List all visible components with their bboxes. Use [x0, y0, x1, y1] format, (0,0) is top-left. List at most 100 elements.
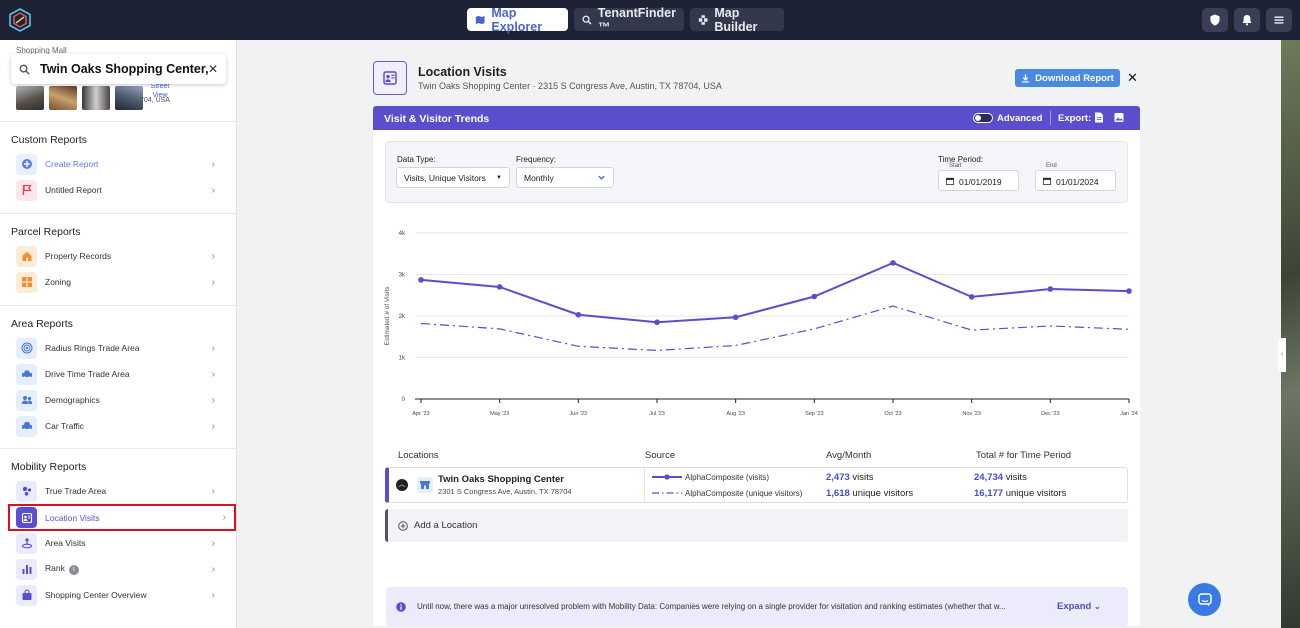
- close-icon[interactable]: ✕: [1127, 70, 1138, 85]
- chevron-right-icon: ›: [211, 537, 215, 549]
- chevron-right-icon: ›: [211, 184, 215, 196]
- advanced-toggle[interactable]: [973, 113, 993, 123]
- shield-button[interactable]: [1202, 8, 1228, 32]
- sidebar-item-car-traffic[interactable]: Car Traffic ›: [11, 415, 223, 437]
- sidebar-item-demographics[interactable]: Demographics ›: [11, 389, 223, 411]
- sidebar-item-label: Untitled Report: [45, 185, 102, 195]
- avg-visits: 2,473 visits: [826, 472, 874, 483]
- frequency-select[interactable]: Monthly: [516, 167, 614, 188]
- info-badge[interactable]: i: [68, 565, 79, 575]
- visits-data-point: [811, 293, 818, 300]
- sidebar-item-untitled-report[interactable]: Untitled Report ›: [11, 179, 223, 201]
- solid-line-legend: [652, 474, 682, 480]
- avg-unique: 1,618 unique visitors: [826, 488, 913, 499]
- search-icon: [582, 15, 592, 25]
- location-row: ︿ Twin Oaks Shopping Center 2301 S Congr…: [385, 467, 1128, 503]
- flag-icon: [16, 179, 37, 201]
- sidebar-item-label: Car Traffic: [45, 421, 85, 431]
- start-date-field[interactable]: Start 01/01/2019: [938, 163, 1019, 191]
- data-type-label: Data Type:: [397, 155, 436, 164]
- chevron-right-icon: ›: [211, 158, 215, 170]
- visits-data-point: [496, 284, 503, 290]
- add-location-label: Add a Location: [414, 520, 478, 531]
- chevron-down-icon: [598, 175, 605, 180]
- photo-thumbnail[interactable]: [16, 86, 44, 110]
- expand-button[interactable]: Expand ⌄: [1057, 601, 1101, 612]
- search-input[interactable]: Twin Oaks Shopping Center, S...: [40, 62, 208, 76]
- time-period-label: Time Period:: [938, 155, 984, 164]
- nav-tenantfinder[interactable]: TenantFinder ™: [574, 6, 684, 34]
- dashdot-line-legend: [652, 492, 682, 494]
- info-text: Until now, there was a major unresolved …: [417, 602, 1006, 611]
- y-tick-label: 4k: [399, 231, 406, 237]
- nav-map-explorer[interactable]: Map Explorer: [467, 6, 568, 34]
- avg-unique-unit: unique visitors: [852, 488, 914, 499]
- photo-thumbnail[interactable]: [82, 86, 110, 110]
- nav-map-builder[interactable]: Map Builder: [690, 6, 784, 34]
- page-subtitle: Twin Oaks Shopping Center · 2315 S Congr…: [418, 81, 722, 91]
- download-icon: [1022, 73, 1030, 83]
- street-view-label: Street: [150, 83, 170, 90]
- page-title: Location Visits: [418, 65, 507, 79]
- add-location-button[interactable]: Add a Location: [385, 509, 1128, 542]
- export-pdf-icon[interactable]: [1094, 112, 1104, 123]
- total-unique: 16,177 unique visitors: [974, 488, 1066, 499]
- avg-unique-number: 1,618: [826, 488, 850, 499]
- location-search[interactable]: Twin Oaks Shopping Center, S... ✕: [11, 54, 226, 84]
- photo-thumbnail[interactable]: [49, 86, 77, 110]
- x-tick-label: Nov '23: [962, 411, 980, 417]
- sidebar-item-area-visits[interactable]: Area Visits ›: [11, 532, 223, 554]
- y-tick-label: 3k: [399, 273, 406, 279]
- sidebar-item-shopping-center-overview[interactable]: Shopping Center Overview ›: [11, 584, 223, 606]
- sidebar-item-label: Demographics: [45, 395, 100, 405]
- chat-support-button[interactable]: [1188, 583, 1221, 616]
- parcel-reports-section: Parcel Reports Property Records › Zoning…: [0, 213, 236, 305]
- report-panel: Location Visits Twin Oaks Shopping Cente…: [356, 49, 1156, 628]
- download-report-button[interactable]: Download Report: [1015, 69, 1120, 87]
- x-tick-label: Apr '23: [412, 411, 429, 417]
- sidebar-item-drive-time[interactable]: Drive Time Trade Area ›: [11, 363, 223, 385]
- car-icon: [16, 415, 37, 437]
- app-logo[interactable]: [8, 8, 32, 32]
- map-icon: [475, 15, 485, 24]
- source-unique-visitors: AlphaComposite (unique visitors): [685, 489, 803, 498]
- end-date-field[interactable]: End 01/01/2024: [1035, 163, 1116, 191]
- export-image-icon[interactable]: [1114, 112, 1124, 123]
- advanced-label: Advanced: [997, 113, 1043, 124]
- visits-data-point: [968, 294, 975, 300]
- sidebar-item-true-trade-area[interactable]: True Trade Area ›: [11, 480, 223, 502]
- y-tick-label: 1k: [399, 356, 406, 362]
- clear-search-icon[interactable]: ✕: [207, 62, 218, 76]
- data-type-select[interactable]: Visits, Unique Visitors ▼: [396, 167, 510, 188]
- x-tick-label: Sep '23: [805, 411, 823, 417]
- start-date-value: 01/01/2019: [959, 177, 1002, 187]
- sidebar-item-property-records[interactable]: Property Records ›: [11, 245, 223, 267]
- section-title: Area Reports: [11, 318, 73, 330]
- total-visits-unit: visits: [1005, 472, 1027, 483]
- sidebar-item-create-report[interactable]: Create Report ›: [11, 153, 223, 175]
- sidebar-item-location-visits[interactable]: Location Visits ›: [8, 504, 236, 531]
- visits-data-point: [654, 319, 660, 326]
- place-photos: [16, 86, 143, 110]
- data-type-value: Visits, Unique Visitors: [404, 172, 486, 183]
- y-tick-label: 0: [402, 397, 406, 403]
- sidebar-item-radius-rings[interactable]: Radius Rings Trade Area ›: [11, 337, 223, 359]
- filters-bar: Data Type: Visits, Unique Visitors ▼ Fre…: [385, 141, 1128, 203]
- notifications-button[interactable]: [1234, 8, 1260, 32]
- section-title: Custom Reports: [11, 134, 87, 146]
- menu-icon: [1274, 16, 1284, 24]
- x-tick-label: Jul '23: [649, 411, 665, 417]
- collapse-panel-handle[interactable]: ‹: [1278, 338, 1286, 372]
- col-header-avg: Avg/Month: [826, 450, 872, 461]
- street-view-button[interactable]: Street View: [144, 82, 176, 100]
- main-menu-button[interactable]: [1266, 8, 1292, 32]
- collapse-row-button[interactable]: ︿: [396, 479, 408, 491]
- source-visits: AlphaComposite (visits): [685, 473, 770, 482]
- custom-reports-section: Custom Reports Create Report › Untitled …: [0, 121, 236, 213]
- people-icon: [16, 389, 37, 411]
- map-satellite-edge[interactable]: [1281, 40, 1300, 628]
- sidebar-item-zoning[interactable]: Zoning ›: [11, 271, 223, 293]
- sidebar-item-rank[interactable]: Rank i ›: [11, 558, 223, 580]
- photo-thumbnail[interactable]: [115, 86, 143, 110]
- x-tick-label: Aug '23: [726, 411, 744, 417]
